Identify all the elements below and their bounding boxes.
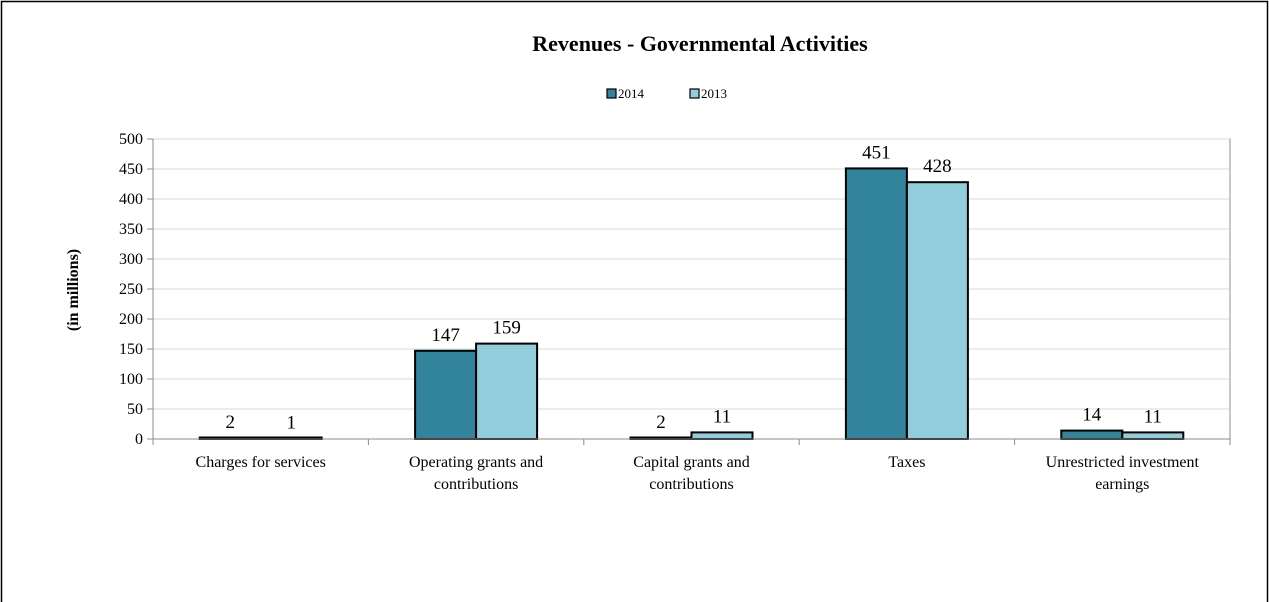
data-label-2013-0: 1 — [286, 412, 296, 433]
y-tick-label: 0 — [135, 431, 143, 448]
gridlines — [152, 138, 1231, 440]
y-tick-label: 100 — [119, 371, 143, 388]
y-axis-label: (in millions) — [65, 249, 82, 331]
data-label-2013-1: 159 — [492, 318, 521, 339]
x-axis: Charges for services Operating grants and… — [152, 438, 1231, 493]
y-axis: 0 50 100 150 200 250 300 350 400 450 500 — [119, 131, 154, 448]
bar-2013-3 — [905, 181, 969, 440]
y-tick-label: 500 — [119, 131, 143, 148]
legend-swatch-2014 — [606, 88, 617, 99]
y-tick-label: 350 — [119, 221, 143, 238]
legend: 2014 2013 — [606, 86, 727, 101]
data-labels: 2 1 147 159 2 11 451 428 14 11 — [225, 142, 1161, 433]
data-label-2013-4: 11 — [1144, 406, 1162, 427]
data-label-2013-2: 11 — [713, 406, 731, 427]
y-tick-label: 400 — [119, 191, 143, 208]
y-tick-label: 200 — [119, 311, 143, 328]
data-label-2014-2: 2 — [656, 412, 666, 433]
data-label-2014-0: 2 — [225, 412, 235, 433]
bar-2014-4 — [1060, 429, 1124, 441]
x-category-label: Charges for services — [196, 454, 326, 471]
bar-2013-1 — [475, 342, 539, 441]
data-label-2014-3: 451 — [862, 142, 891, 163]
data-label-2014-1: 147 — [431, 325, 460, 346]
bar-2013-4 — [1121, 431, 1185, 440]
x-category-label: Capital grants and — [633, 454, 749, 471]
x-category-label: Operating grants and — [409, 454, 543, 471]
bar-2014-1 — [414, 349, 478, 440]
y-tick-label: 150 — [119, 341, 143, 358]
bar-2014-3 — [844, 167, 908, 440]
data-label-2013-3: 428 — [923, 156, 952, 177]
legend-label-2013: 2013 — [701, 86, 727, 101]
x-category-label: Unrestricted investment — [1046, 454, 1200, 471]
y-tick-label: 50 — [127, 401, 143, 418]
y-tick-label: 450 — [119, 161, 143, 178]
chart-title: Revenues - Governmental Activities — [532, 31, 868, 56]
x-category-label: earnings — [1095, 476, 1149, 493]
y-tick-label: 300 — [119, 251, 143, 268]
bars — [198, 167, 1185, 441]
x-category-label: contributions — [434, 476, 518, 493]
x-category-label: Taxes — [888, 454, 925, 471]
x-category-label: contributions — [649, 476, 733, 493]
legend-label-2014: 2014 — [618, 86, 645, 101]
data-label-2014-4: 14 — [1082, 405, 1102, 426]
legend-swatch-2013 — [689, 88, 700, 99]
y-tick-label: 250 — [119, 281, 143, 298]
bar-2013-2 — [690, 431, 754, 440]
